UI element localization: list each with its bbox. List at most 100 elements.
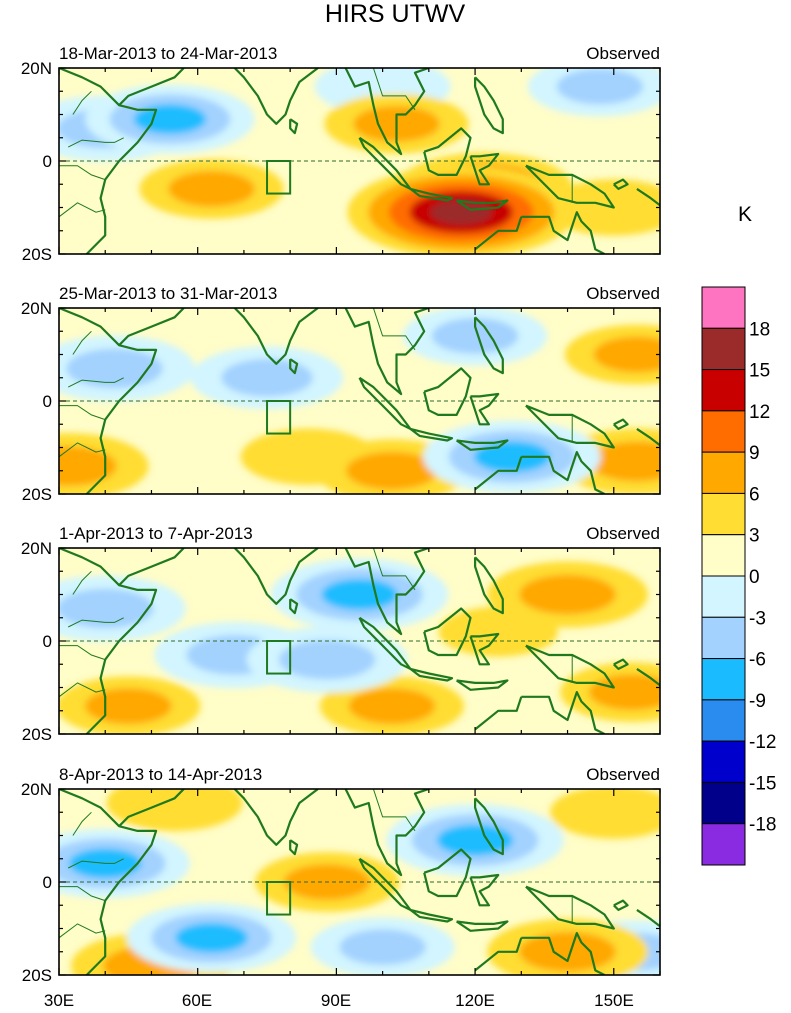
anomaly-mark <box>556 68 644 105</box>
anomaly-mark <box>221 358 313 397</box>
coastline <box>358 616 412 671</box>
colorbar-swatch <box>701 740 746 783</box>
study-region-box <box>266 400 292 435</box>
coastline <box>525 644 615 689</box>
anomaly-mark <box>519 931 616 972</box>
colorbar-swatch <box>701 534 746 577</box>
y-tick-label: 20N <box>21 539 52 558</box>
anomaly-mark <box>519 574 616 615</box>
y-tick-label: 0 <box>43 392 52 411</box>
coastline <box>233 789 319 846</box>
country-border <box>72 811 92 836</box>
coastline <box>521 690 605 734</box>
coastline <box>521 931 605 975</box>
coastline <box>409 187 454 202</box>
coastline <box>409 667 454 682</box>
panel-observed-label: Observed <box>586 524 660 543</box>
coastline <box>59 548 158 734</box>
coastline <box>409 427 454 442</box>
coastline <box>474 797 504 856</box>
coastline <box>233 68 319 125</box>
colorbar-label: -6 <box>749 650 766 671</box>
coastline <box>358 136 412 190</box>
country-border <box>372 68 416 111</box>
y-tick-label: 20S <box>22 485 52 504</box>
country-border <box>67 617 124 628</box>
coastline <box>118 548 185 586</box>
anomaly-mark <box>106 789 243 832</box>
coastline <box>474 456 523 491</box>
coastline <box>525 885 615 930</box>
coastline <box>636 908 660 928</box>
coastline <box>474 556 504 615</box>
coastline <box>521 211 606 254</box>
coastline <box>118 308 185 346</box>
anomaly-mark <box>339 929 426 965</box>
coastline <box>423 848 472 898</box>
anomaly-mark <box>437 824 514 856</box>
anomaly-mark <box>348 688 436 724</box>
study-region-box <box>266 881 292 916</box>
map-panel: 8-Apr-2013 to 14-Apr-2013 Observed 20N 0 20S <box>21 765 661 985</box>
country-border <box>372 308 416 351</box>
coastline <box>525 404 615 449</box>
colorbar-label: 9 <box>749 443 760 464</box>
anomaly-mark <box>85 688 172 724</box>
anomaly-field <box>59 68 660 254</box>
x-tick-label: 30E <box>44 991 74 1010</box>
colorbar-swatch <box>701 575 746 618</box>
colorbar-swatch <box>701 699 746 742</box>
panel-period-label: 18-Mar-2013 to 24-Mar-2013 <box>59 44 277 63</box>
y-tick-label: 20S <box>22 966 52 985</box>
coastline <box>409 908 454 923</box>
coastline <box>289 118 299 135</box>
coastline <box>344 548 430 636</box>
coastline <box>59 789 158 975</box>
x-tick-label: 60E <box>182 991 212 1010</box>
colorbar-swatch <box>701 658 746 701</box>
country-border <box>59 923 106 939</box>
country-border <box>59 645 106 661</box>
country-border <box>59 202 106 218</box>
coastline <box>423 607 472 657</box>
map-panel: 25-Mar-2013 to 31-Mar-2013 Observed 20N 0 20… <box>21 284 661 504</box>
coastline <box>474 316 504 375</box>
coastline <box>613 658 629 671</box>
coastline <box>423 367 472 416</box>
colorbar-swatch <box>701 410 746 453</box>
colorbar-label: 6 <box>749 484 760 505</box>
y-tick-label: 0 <box>43 152 52 171</box>
map-panel: 18-Mar-2013 to 24-Mar-2013 Observed 20N 0 20… <box>21 44 661 264</box>
coastline <box>455 920 509 932</box>
y-tick-label: 20S <box>22 725 52 744</box>
colorbar-label: 3 <box>749 526 760 547</box>
coastline <box>525 164 615 209</box>
country-border <box>372 789 416 832</box>
colorbar-swatch <box>701 369 746 412</box>
country-border <box>59 165 106 181</box>
coastline <box>344 308 430 396</box>
coastline <box>469 392 500 426</box>
chart-title: HIRS UTWV <box>325 0 466 28</box>
coastline <box>118 789 185 827</box>
colorbar-label: -9 <box>749 691 766 712</box>
map-panel: 1-Apr-2013 to 7-Apr-2013 Observed 20N 0 20S <box>21 524 661 744</box>
coastline <box>636 427 660 447</box>
coastline <box>521 451 605 494</box>
anomaly-mark <box>175 922 248 953</box>
coastline <box>118 68 185 106</box>
coastline <box>455 199 509 211</box>
colorbar-swatch <box>701 286 746 329</box>
coastline <box>474 696 523 731</box>
anomaly-mark <box>66 348 163 389</box>
colorbar-label: -12 <box>749 732 776 753</box>
anomaly-mark <box>59 446 117 486</box>
colorbar-label: 18 <box>749 319 770 340</box>
y-tick-label: 0 <box>43 873 52 892</box>
colorbar-swatch <box>701 327 746 371</box>
country-border <box>59 886 106 902</box>
coastline <box>358 376 412 430</box>
colorbar: 18 15 12 9 6 3 0 -3 -6 -9 -12 -15 -18 <box>701 286 776 866</box>
country-border <box>72 90 92 115</box>
